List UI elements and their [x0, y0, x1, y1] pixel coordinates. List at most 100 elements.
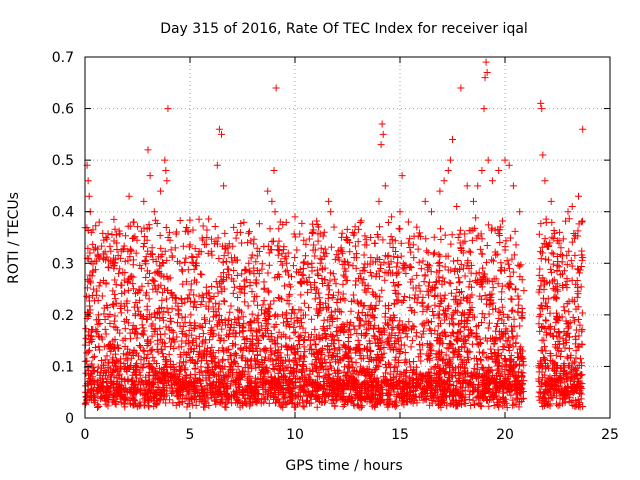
data-point	[351, 223, 359, 231]
data-point	[260, 297, 268, 305]
data-point	[203, 226, 211, 234]
data-point	[305, 390, 313, 398]
data-point	[328, 332, 336, 340]
data-point	[250, 264, 258, 272]
data-point	[207, 247, 215, 255]
data-point	[316, 301, 324, 309]
data-point	[506, 272, 514, 280]
data-point	[513, 332, 521, 340]
data-point	[275, 359, 283, 367]
data-point	[414, 293, 422, 301]
data-point	[310, 335, 318, 343]
data-point	[302, 252, 310, 260]
data-point	[115, 371, 123, 379]
data-point	[282, 314, 290, 322]
data-point	[309, 220, 317, 228]
data-point	[366, 268, 374, 276]
data-point	[300, 258, 308, 266]
data-point	[562, 217, 570, 225]
data-point	[320, 249, 328, 257]
data-point	[517, 388, 525, 396]
data-point	[369, 290, 377, 298]
data-point	[169, 335, 177, 343]
data-point	[177, 294, 185, 302]
data-point	[482, 277, 490, 285]
data-point	[483, 258, 491, 266]
data-point	[99, 361, 107, 369]
data-point	[248, 310, 256, 318]
data-point	[474, 373, 482, 381]
data-point	[501, 366, 509, 374]
data-point	[254, 351, 262, 359]
data-point	[159, 259, 167, 267]
data-point	[571, 251, 579, 259]
data-point	[245, 229, 253, 237]
data-point	[173, 257, 181, 265]
data-point	[562, 281, 570, 289]
data-point	[282, 218, 290, 226]
data-point	[330, 386, 338, 394]
data-point	[536, 396, 544, 404]
data-point	[362, 236, 370, 244]
data-point	[490, 348, 498, 356]
data-point	[188, 331, 196, 339]
data-point	[324, 303, 332, 311]
data-point	[203, 350, 211, 358]
data-point	[496, 308, 504, 316]
data-point	[553, 266, 561, 274]
data-point	[477, 357, 485, 365]
data-point	[438, 297, 446, 305]
data-point	[445, 279, 453, 287]
data-point	[230, 267, 238, 275]
data-point	[190, 392, 198, 400]
data-point	[176, 322, 184, 330]
data-point	[220, 252, 228, 260]
data-point	[313, 403, 321, 411]
data-point	[461, 367, 469, 375]
data-point	[111, 276, 119, 284]
data-point	[172, 367, 180, 375]
data-point	[554, 287, 562, 295]
data-point	[184, 400, 192, 408]
data-point	[496, 231, 504, 239]
data-point	[161, 343, 169, 351]
data-point	[181, 382, 189, 390]
data-point	[485, 310, 493, 318]
data-point	[279, 382, 287, 390]
data-point	[464, 257, 472, 265]
data-point	[414, 232, 422, 240]
data-point	[177, 353, 185, 361]
data-point	[159, 258, 167, 266]
data-point	[445, 302, 453, 310]
data-point	[191, 324, 199, 332]
data-point	[112, 299, 120, 307]
data-point	[271, 336, 279, 344]
data-point	[84, 367, 92, 375]
data-point	[478, 235, 486, 243]
data-point	[549, 277, 557, 285]
data-point	[340, 271, 348, 279]
data-point	[479, 364, 487, 372]
data-point	[396, 317, 404, 325]
data-point	[342, 371, 350, 379]
data-point	[407, 248, 415, 256]
data-point	[136, 261, 144, 269]
data-point	[238, 372, 246, 380]
data-point	[101, 248, 109, 256]
data-point	[329, 333, 337, 341]
data-point	[149, 372, 157, 380]
data-point	[168, 326, 176, 334]
data-point	[289, 262, 297, 270]
data-point	[542, 379, 550, 387]
data-point	[558, 258, 566, 266]
data-point	[324, 342, 332, 350]
data-point	[113, 246, 121, 254]
data-point	[352, 250, 360, 258]
data-point	[556, 394, 564, 402]
data-point	[565, 308, 573, 316]
data-point	[211, 222, 219, 230]
data-point	[230, 351, 238, 359]
data-point	[116, 265, 124, 273]
data-point	[546, 349, 554, 357]
data-point	[290, 357, 298, 365]
